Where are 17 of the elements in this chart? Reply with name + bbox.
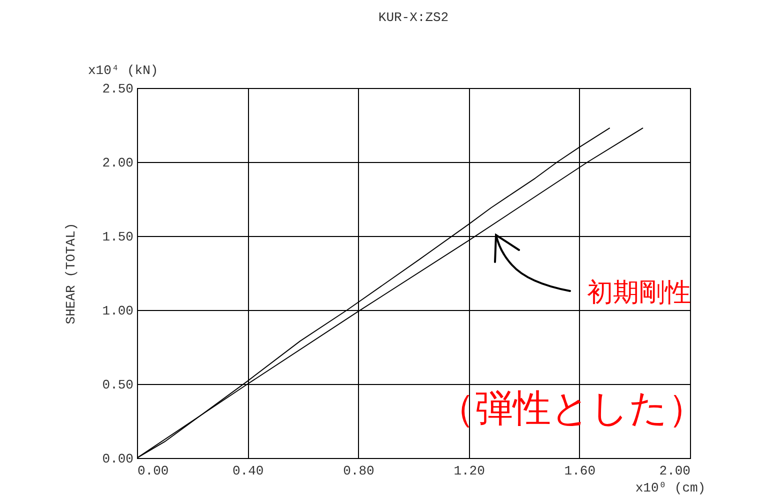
y-axis-title: SHEAR (TOTAL)	[64, 222, 78, 324]
x-tick-label: 1.20	[454, 464, 485, 478]
x-axis-title: x10⁰ (cm)	[635, 480, 706, 495]
annotation: 初期剛性	[587, 278, 691, 308]
y-tick-label: 1.50	[102, 230, 134, 244]
y-tick-label: 2.00	[102, 156, 134, 170]
y-tick-label: 2.50	[102, 82, 134, 96]
x-tick-label: 1.60	[564, 464, 596, 478]
chart-title: KUR-X:ZS2	[378, 10, 449, 25]
x-tick-label: 2.00	[659, 464, 690, 478]
y-tick-label: 0.50	[102, 378, 134, 392]
y-tick-label: 0.00	[102, 452, 134, 466]
x-tick-label: 0.00	[138, 464, 169, 478]
y-tick-label: 1.00	[102, 304, 134, 318]
x-tick-label: 0.40	[232, 464, 264, 478]
text: x10⁴ (kN)	[88, 63, 158, 78]
x-tick-label: 0.80	[343, 464, 374, 478]
